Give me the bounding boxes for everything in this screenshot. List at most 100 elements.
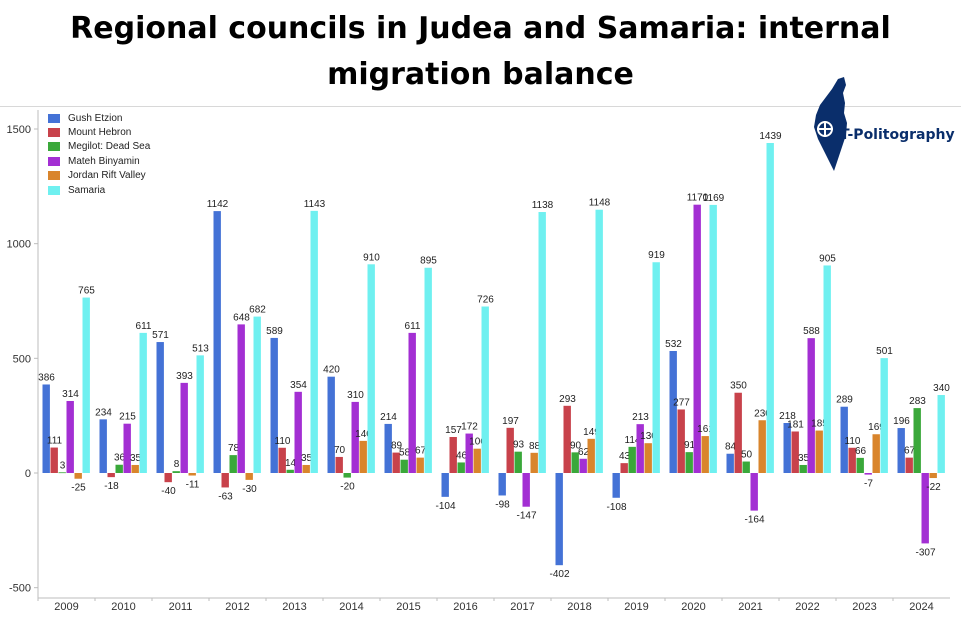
data-label: 130	[640, 431, 657, 442]
data-label: 3	[60, 460, 66, 471]
bar	[42, 384, 50, 473]
bar	[921, 473, 929, 544]
bar	[579, 458, 587, 473]
data-label: 89	[391, 441, 403, 452]
legend-swatch	[48, 156, 60, 166]
bar	[644, 443, 652, 473]
bar	[367, 264, 375, 473]
data-label: -18	[104, 481, 119, 492]
legend-label: Mount Hebron	[68, 127, 132, 139]
bar	[571, 452, 579, 473]
bar	[677, 409, 685, 473]
legend-swatch	[48, 185, 60, 195]
data-label: 90	[570, 440, 582, 451]
bar	[465, 433, 473, 473]
bar	[286, 469, 294, 473]
legend-item: Jordan Rift Valley	[48, 169, 150, 183]
data-label: 289	[836, 395, 853, 406]
bar	[294, 391, 302, 473]
data-label: 114	[625, 435, 641, 446]
data-label: 93	[513, 440, 525, 451]
x-tick-label: 2011	[169, 601, 193, 613]
bar	[742, 461, 750, 473]
data-label: 161	[697, 424, 714, 435]
data-label: 310	[347, 390, 364, 401]
bar	[400, 459, 408, 473]
data-label: 283	[909, 396, 926, 407]
bar	[139, 332, 147, 473]
data-label: 157	[445, 425, 462, 436]
data-label: -20	[340, 482, 355, 493]
data-label: 67	[415, 446, 427, 457]
bar	[498, 473, 506, 496]
data-label: -307	[915, 547, 935, 558]
bar	[50, 447, 58, 473]
data-label: 140	[355, 429, 372, 440]
bar	[750, 473, 758, 511]
data-label: 70	[334, 445, 346, 456]
y-tick-label: 0	[25, 468, 31, 480]
bar	[58, 472, 66, 474]
bar	[164, 473, 172, 483]
bar	[652, 262, 660, 473]
x-tick-label: 2022	[795, 601, 819, 613]
data-label: 46	[456, 450, 468, 461]
legend-label: Samaria	[68, 184, 106, 196]
legend-item: Samaria	[48, 183, 150, 197]
bar	[270, 337, 278, 473]
legend-label: Jordan Rift Valley	[68, 170, 146, 182]
data-label: 43	[619, 451, 631, 462]
legend-swatch	[48, 142, 60, 152]
bar	[424, 267, 432, 473]
bar	[237, 324, 245, 473]
data-label: 1142	[207, 199, 229, 210]
x-tick-label: 2021	[738, 601, 762, 613]
data-label: -11	[186, 480, 200, 491]
bar	[335, 456, 343, 473]
bar	[278, 447, 286, 473]
bar	[253, 316, 261, 473]
chart-title: Regional councils in Judea and Samaria: …	[0, 6, 961, 98]
bar	[327, 376, 335, 473]
chart-title-line-1: Regional councils in Judea and Samaria: …	[70, 11, 891, 46]
data-label: 36	[114, 453, 126, 464]
bar	[709, 204, 717, 473]
data-label: 88	[529, 441, 541, 452]
bar	[416, 457, 424, 473]
y-tick-label: -500	[9, 583, 31, 595]
data-label: 149	[583, 427, 600, 438]
data-label: 172	[461, 422, 478, 433]
bar	[734, 392, 742, 473]
data-label: 14	[285, 458, 297, 469]
data-label: 181	[787, 419, 804, 430]
y-tick-label: 500	[13, 353, 31, 365]
data-label: 197	[502, 416, 519, 427]
data-label: -22	[926, 482, 941, 493]
bar	[587, 438, 595, 473]
data-label: 111	[47, 436, 63, 447]
bar	[74, 473, 82, 479]
data-label: 340	[933, 383, 950, 394]
x-tick-label: 2017	[510, 601, 534, 613]
data-label: 420	[323, 365, 340, 376]
bar	[351, 401, 359, 473]
data-label: 905	[819, 253, 836, 264]
bar	[856, 457, 864, 473]
bar	[905, 457, 913, 473]
bar	[392, 452, 400, 473]
data-label: 84	[725, 442, 737, 453]
data-label: 571	[152, 330, 169, 341]
data-label: 588	[803, 326, 820, 337]
bar	[701, 436, 709, 473]
bar	[937, 395, 945, 473]
bar	[180, 382, 188, 473]
bar	[880, 358, 888, 473]
data-label: 589	[266, 326, 283, 337]
data-label: 682	[249, 305, 266, 316]
data-label: 50	[741, 450, 753, 461]
data-label: 66	[855, 446, 867, 457]
bar	[343, 473, 351, 478]
data-label: 1148	[589, 198, 611, 209]
data-label: 293	[559, 394, 576, 405]
data-label: 110	[845, 436, 861, 447]
